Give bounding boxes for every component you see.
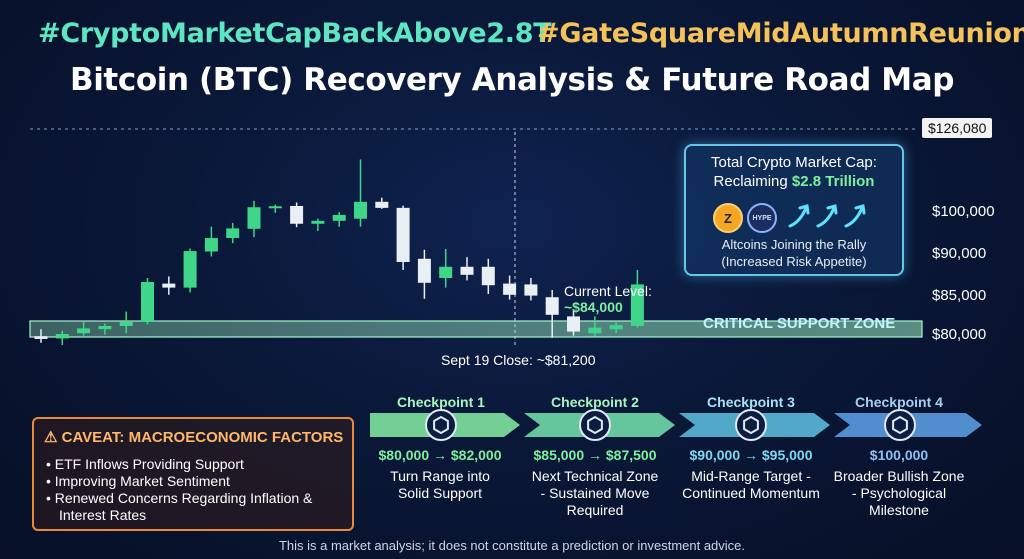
checkpoint-3-range: $90,000 → $95,000 [689,447,813,463]
market-cap-value: $2.8 Trillion [791,173,875,190]
checkpoint-node-icon [735,409,767,441]
candle-body [588,327,602,334]
candle-body [481,266,495,286]
candle-body [567,316,580,332]
checkpoint-3-title: Checkpoint 3 [707,394,795,410]
candle-body [375,201,389,208]
checkpoint-1-title: Checkpoint 1 [397,394,485,410]
candle-body [247,207,261,229]
candle-body [98,326,112,330]
y-tick-85000: $85,000 [932,287,987,304]
candle-body [268,206,282,209]
candle-group [34,159,644,345]
candle-body [77,328,91,334]
checkpoint-3-desc: Mid-Range Target - Continued Momentum [671,468,831,502]
checkpoint-4-range: $100,000 [869,447,929,463]
zcash-coin-icon: Z [713,203,743,233]
candle-body [396,207,410,262]
desc-line: Continued Momentum [682,485,820,501]
uptrend-arrows-icon [788,204,866,228]
caveat-box: ⚠ CAVEAT: MACROECONOMIC FACTORS • ETF In… [32,417,354,531]
critical-support-zone [29,320,923,338]
checkpoint-1-desc: Turn Range into Solid Support [360,468,520,502]
candle-body [290,205,304,224]
candle-body [524,284,538,296]
checkpoint-4-desc: Broader Bullish Zone - Psychological Miles… [819,468,979,519]
y-tick-80000: $80,000 [932,326,987,343]
caveat-item-text: Renewed Concerns Regarding Inflation & [54,490,313,506]
checkpoint-2-desc: Next Technical Zone - Sustained Move Requi… [515,468,675,519]
candle-body [460,266,474,275]
altcoins-line1: Altcoins Joining the Rally [721,237,867,252]
altcoins-line2: (Increased Risk Appetite) [721,254,867,269]
caveat-title: ⚠ CAVEAT: MACROECONOMIC FACTORS [44,428,343,446]
caveat-item: • Improving Market Sentiment [46,473,230,489]
candle-body [204,238,218,252]
hashtag-market-cap: #CryptoMarketCapBackAbove2.8T [38,18,552,49]
current-level-label: Current Level: [564,283,652,299]
market-cap-prefix: Reclaiming [713,173,792,190]
disclaimer: This is a market analysis; it does not c… [278,538,746,553]
candle-body [226,228,240,239]
checkpoint-node-icon [425,409,457,441]
checkpoint-2-title: Checkpoint 2 [551,394,639,410]
candle-body [55,334,69,339]
caveat-item-text: Improving Market Sentiment [54,473,230,489]
market-cap-line1: Total Crypto Market Cap: [711,154,877,171]
caveat-item-text: ETF Inflows Providing Support [54,456,244,472]
desc-line: Solid Support [397,485,483,501]
sept-close-label: Sept 19 Close: ~$81,200 [441,352,596,368]
candle-body [439,266,453,278]
checkpoint-node-icon [579,409,611,441]
hexagon-icon [892,415,908,435]
current-level-value: ~$84,000 [564,299,623,315]
desc-line: Milestone [869,502,929,518]
candle-body [417,258,431,283]
candle-body [545,297,559,315]
checkpoint-2-range: $85,000 → $87,500 [533,447,657,463]
caveat-title-text: CAVEAT: MACROECONOMIC FACTORS [61,429,344,446]
candle-body [630,284,644,326]
market-cap-line2: Reclaiming $2.8 Trillion [686,173,902,190]
desc-line: - Psychological [851,485,947,501]
hashtag-row: #CryptoMarketCapBackAbove2.8T #GateSquar… [0,18,1024,58]
page-title: Bitcoin (BTC) Recovery Analysis & Future… [69,62,955,98]
candle-body [609,325,623,330]
checkpoint-4-title: Checkpoint 4 [855,394,943,410]
hexagon-icon [433,415,449,435]
checkpoint-1-range: $80,000 → $82,000 [378,447,502,463]
market-cap-box: Total Crypto Market Cap: Reclaiming $2.8… [684,144,904,276]
candle-body [34,336,48,339]
caveat-item: • ETF Inflows Providing Support [46,456,244,472]
desc-line: Mid-Range Target - [691,468,811,484]
candle-body [311,220,325,224]
desc-line: Broader Bullish Zone [833,468,965,484]
candle-body [119,322,133,326]
y-tick-100000: $100,000 [932,203,995,220]
checkpoint-node-icon [884,409,916,441]
hexagon-icon [743,415,759,435]
candle-body [354,201,367,219]
desc-line: - Sustained Move [540,485,650,501]
candle-body [141,282,154,322]
hashtag-gate-square: #GateSquareMidAutumnReunion [537,18,1024,49]
desc-line: Required [566,502,624,518]
caveat-item: • Renewed Concerns Regarding Inflation & [46,490,313,506]
hype-coin-icon: HYPE [747,203,777,233]
roadmap-arrows [370,409,982,441]
warning-icon: ⚠ [44,429,62,446]
support-zone-label: CRITICAL SUPPORT ZONE [703,315,896,332]
y-tick-90000: $90,000 [932,245,987,262]
candle-body [162,283,176,288]
candle-body [183,251,197,288]
caveat-item-continued: Interest Rates [59,507,147,523]
y-tick-top: $126,080 [922,118,993,138]
candle-body [332,214,346,221]
candle-body [503,283,517,295]
desc-line: Next Technical Zone [531,468,659,484]
desc-line: Turn Range into [390,468,490,484]
hexagon-icon [587,415,603,435]
